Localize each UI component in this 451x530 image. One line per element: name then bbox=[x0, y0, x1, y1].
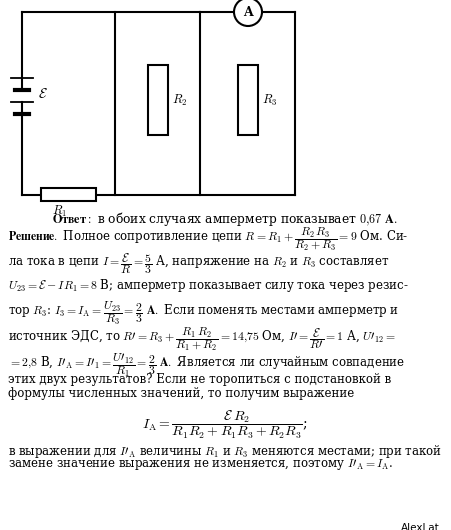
Text: в выражении для $I\prime_\mathrm{A}$ величины $R_1$ и $R_3$ меняются местами; пр: в выражении для $I\prime_\mathrm{A}$ вел… bbox=[8, 443, 442, 460]
Text: AlexLat: AlexLat bbox=[401, 523, 440, 530]
Text: формулы численных значений, то получим выражение: формулы численных значений, то получим в… bbox=[8, 387, 354, 400]
Bar bbox=[238, 65, 258, 135]
Text: замене значение выражения не изменяется, поэтому $I\prime_\mathrm{A} = I_\mathrm: замене значение выражения не изменяется,… bbox=[8, 457, 393, 472]
Text: A: A bbox=[243, 5, 253, 19]
Bar bbox=[41, 188, 96, 201]
Text: $R_2$: $R_2$ bbox=[172, 92, 187, 108]
Text: $U_{23} = \mathcal{E} - IR_1 = 8$ В; амперметр показывает силу тока через резис-: $U_{23} = \mathcal{E} - IR_1 = 8$ В; амп… bbox=[8, 277, 409, 294]
Text: $\mathbf{Решение.}$ Полное сопротивление цепи $R = R_1 + \dfrac{R_2\,R_3}{R_2 + : $\mathbf{Решение.}$ Полное сопротивление… bbox=[8, 225, 409, 253]
Circle shape bbox=[234, 0, 262, 26]
Text: $R_1$: $R_1$ bbox=[52, 204, 68, 219]
Text: источник ЭДС, то $R\prime = R_3 + \dfrac{R_1\,R_2}{R_1 + R_2} = 14{,}75$ Ом, $I\: источник ЭДС, то $R\prime = R_3 + \dfrac… bbox=[8, 325, 396, 352]
Text: $R_3$: $R_3$ bbox=[262, 92, 277, 108]
Text: $I_\mathrm{A} = \dfrac{\mathcal{E}\,R_2}{R_1 R_2 + R_1 R_3 + R_2 R_3}$;: $I_\mathrm{A} = \dfrac{\mathcal{E}\,R_2}… bbox=[142, 409, 308, 441]
Text: ла тока в цепи $I = \dfrac{\mathcal{E}}{R} = \dfrac{5}{3}$ А, напряжение на $R_2: ла тока в цепи $I = \dfrac{\mathcal{E}}{… bbox=[8, 251, 389, 276]
Text: этих двух результатов? Если не торопиться с подстановкой в: этих двух результатов? Если не торопитьс… bbox=[8, 373, 391, 386]
Text: $\mathcal{E}$: $\mathcal{E}$ bbox=[38, 87, 48, 101]
Text: $\mathbf{Ответ:}$ в обоих случаях амперметр показывает $\mathbf{0{,}67\ А.}$: $\mathbf{Ответ:}$ в обоих случаях амперм… bbox=[52, 210, 398, 228]
Text: $= 2{,}8$ В, $I\prime_\mathrm{A} = I\prime_1 = \dfrac{U\prime_{12}}{R_1} = \dfra: $= 2{,}8$ В, $I\prime_\mathrm{A} = I\pri… bbox=[8, 351, 405, 379]
Text: тор $R_3$: $I_3 = I_\mathrm{A} = \dfrac{U_{23}}{R_3} = \dfrac{2}{3}$ $\mathbf{А.: тор $R_3$: $I_3 = I_\mathrm{A} = \dfrac{… bbox=[8, 299, 399, 326]
Bar bbox=[148, 65, 168, 135]
